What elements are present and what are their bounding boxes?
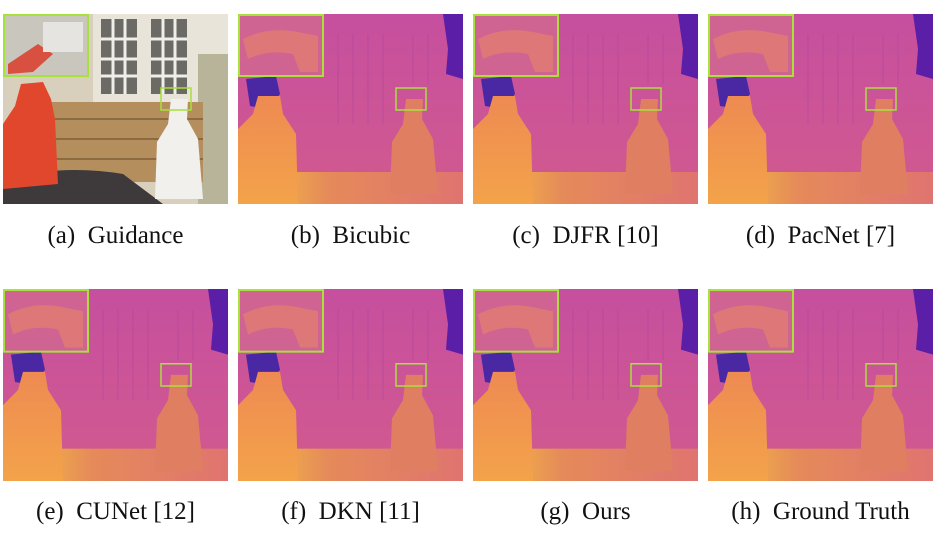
depth-map [3, 289, 228, 481]
caption: (a) Guidance [47, 222, 184, 249]
depth-map [238, 14, 463, 204]
caption: (h) Ground Truth [731, 498, 910, 525]
subfigure: (f) DKN [11] [238, 289, 463, 525]
caption: (d) PacNet [7] [745, 222, 896, 249]
caption: (e) CUNet [12] [36, 498, 195, 525]
depth-map [708, 14, 933, 204]
depth-map [473, 14, 698, 204]
caption: (g) Ours [540, 498, 631, 525]
subfigure: (b) Bicubic [238, 14, 463, 249]
caption: (b) Bicubic [290, 222, 411, 249]
subfigure: (c) DJFR [10] [473, 14, 698, 249]
depth-map [238, 289, 463, 481]
depth-map [473, 289, 698, 481]
subfigure: (a) Guidance [3, 14, 228, 249]
subfigure: (d) PacNet [7] [708, 14, 933, 249]
subfigure: (e) CUNet [12] [3, 289, 228, 525]
depth-map [708, 289, 933, 481]
caption: (f) DKN [11] [281, 498, 420, 525]
guidance-image [3, 14, 228, 204]
subfigure: (g) Ours [473, 289, 698, 525]
caption: (c) DJFR [10] [512, 222, 659, 249]
subfigure: (h) Ground Truth [708, 289, 933, 525]
